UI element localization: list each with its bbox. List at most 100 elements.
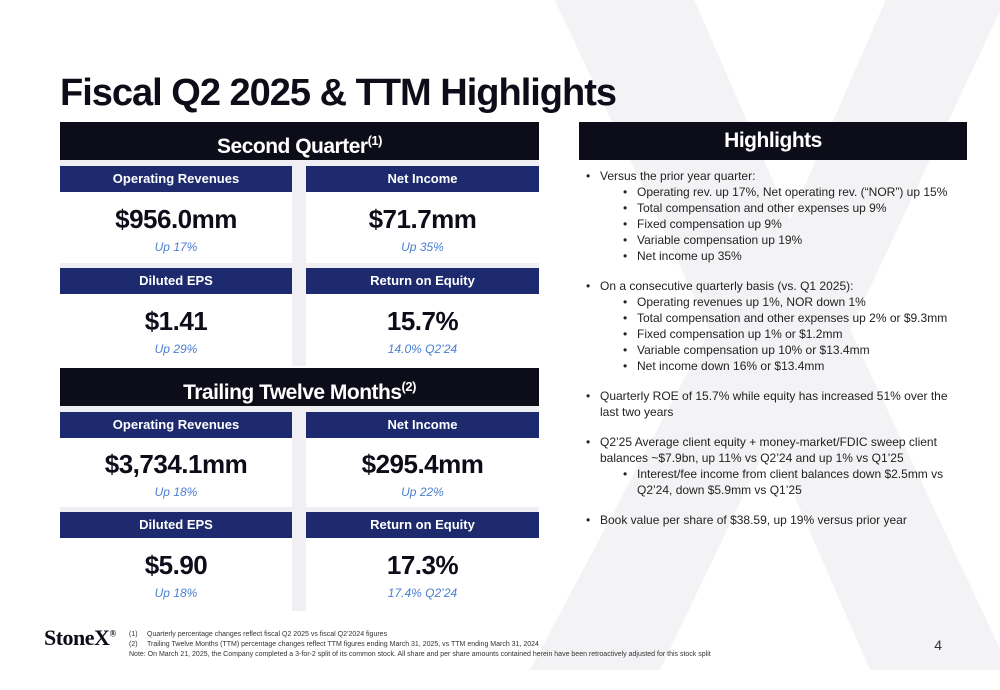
card-label: Net Income (306, 166, 539, 192)
footnote-1: (1) Quarterly percentage changes reflect … (129, 631, 388, 638)
highlight-subitem-text: Total compensation and other expenses up… (637, 311, 948, 325)
logo-text: StoneX (44, 625, 110, 650)
highlight-text: Q2’25 Average client equity + money-mark… (600, 435, 937, 465)
footnote-2: (2) Trailing Twelve Months (TTM) percenta… (129, 641, 539, 648)
highlight-item: • Versus the prior year quarter: (586, 168, 966, 184)
card-change: Up 18% (154, 485, 198, 499)
highlight-text: Book value per share of $38.59, up 19% v… (600, 513, 907, 527)
bullet-icon: • (623, 233, 628, 247)
card-value: $5.90 (144, 550, 208, 580)
bullet-icon: • (586, 513, 591, 527)
bullet-icon: • (623, 217, 628, 231)
card-change: Up 29% (154, 342, 198, 356)
second-quarter-title: Second Quarter (217, 135, 368, 158)
card-value: $1.41 (144, 306, 208, 336)
card-value: $956.0mm (115, 204, 237, 234)
card-change: 14.0% Q2’24 (387, 342, 458, 356)
second-quarter-panel: Operating Revenues $956.0mm Up 17% Net I… (60, 160, 539, 366)
card-label: Operating Revenues (60, 412, 292, 438)
footnote-ref-2: (2) (401, 379, 417, 394)
card-label: Return on Equity (306, 268, 539, 294)
bullet-icon: • (623, 249, 628, 263)
highlight-subitem-text: Operating revenues up 1%, NOR down 1% (637, 295, 866, 309)
ttm-diluted-eps-card: Diluted EPS $5.90 Up 18% (60, 512, 292, 611)
second-quarter-header: Second Quarter(1) (60, 122, 539, 160)
card-label: Net Income (306, 412, 539, 438)
highlight-subitem: • Operating revenues up 1%, NOR down 1% (586, 294, 966, 310)
card-change: Up 17% (154, 240, 198, 254)
highlight-spacer (586, 420, 966, 434)
bullet-icon: • (623, 343, 628, 357)
highlight-subitem-text: Net income down 16% or $13.4mm (637, 359, 825, 373)
highlight-subitem-text: Net income up 35% (637, 249, 742, 263)
highlight-text: On a consecutive quarterly basis (vs. Q1… (600, 279, 854, 293)
card-label: Operating Revenues (60, 166, 292, 192)
card-value: 17.3% (386, 550, 459, 580)
bullet-icon: • (623, 295, 628, 309)
card-value: $71.7mm (368, 204, 477, 234)
card-label: Diluted EPS (60, 512, 292, 538)
ttm-net-income-card: Net Income $295.4mm Up 22% (306, 412, 539, 507)
card-change: Up 22% (401, 485, 444, 499)
bullet-icon: • (623, 185, 628, 199)
highlight-item: • Quarterly ROE of 15.7% while equity has… (586, 388, 966, 420)
highlight-item: • On a consecutive quarterly basis (vs. Q… (586, 278, 966, 294)
card-label: Return on Equity (306, 512, 539, 538)
highlight-subitem: • Fixed compensation up 9% (586, 216, 966, 232)
card-value: $3,734.1mm (104, 449, 248, 479)
ttm-return-on-equity-card: Return on Equity 17.3% 17.4% Q2’24 (306, 512, 539, 611)
highlight-subitem-text: Interest/fee income from client balances… (637, 467, 944, 497)
sq-return-on-equity-card: Return on Equity 15.7% 14.0% Q2’24 (306, 268, 539, 366)
bullet-icon: • (586, 169, 591, 183)
highlight-spacer (586, 498, 966, 512)
ttm-title: Trailing Twelve Months (183, 381, 402, 404)
highlight-text: Quarterly ROE of 15.7% while equity has … (600, 389, 948, 419)
stock-split-note: Note: On March 21, 2025, the Company com… (129, 651, 711, 658)
stonex-logo: StoneX® (44, 625, 116, 651)
bullet-icon: • (586, 435, 591, 449)
highlight-subitem: • Interest/fee income from client balance… (586, 466, 966, 498)
ttm-operating-revenues-card: Operating Revenues $3,734.1mm Up 18% (60, 412, 292, 507)
card-change: Up 35% (401, 240, 444, 254)
sq-diluted-eps-card: Diluted EPS $1.41 Up 29% (60, 268, 292, 366)
highlight-subitem-text: Variable compensation up 10% or $13.4mm (637, 343, 870, 357)
page-title: Fiscal Q2 2025 & TTM Highlights (60, 72, 617, 114)
bullet-icon: • (623, 359, 628, 373)
highlight-subitem-text: Variable compensation up 19% (637, 233, 803, 247)
footnote-ref-1: (1) (367, 133, 383, 148)
card-change: 17.4% Q2’24 (387, 586, 458, 600)
highlight-subitem: • Operating rev. up 17%, Net operating re… (586, 184, 966, 200)
card-value: 15.7% (386, 306, 459, 336)
highlight-subitem-text: Fixed compensation up 9% (637, 217, 782, 231)
highlight-item: • Q2’25 Average client equity + money-mar… (586, 434, 966, 466)
highlight-subitem-text: Fixed compensation up 1% or $1.2mm (637, 327, 843, 341)
highlight-subitem: • Variable compensation up 10% or $13.4mm (586, 342, 966, 358)
bullet-icon: • (586, 389, 591, 403)
highlight-subitem: • Variable compensation up 19% (586, 232, 966, 248)
highlight-item: • Book value per share of $38.59, up 19% … (586, 512, 966, 528)
highlights-header: Highlights (579, 122, 967, 160)
logo-registered-mark: ® (109, 628, 116, 639)
highlight-spacer (586, 264, 966, 278)
bullet-icon: • (586, 279, 591, 293)
ttm-header: Trailing Twelve Months(2) (60, 368, 539, 406)
page-number: 4 (934, 637, 942, 653)
bullet-icon: • (623, 311, 628, 325)
highlight-subitem: • Total compensation and other expenses u… (586, 310, 966, 326)
highlight-subitem: • Total compensation and other expenses u… (586, 200, 966, 216)
bullet-icon: • (623, 201, 628, 215)
highlight-subitem: • Fixed compensation up 1% or $1.2mm (586, 326, 966, 342)
ttm-panel: Operating Revenues $3,734.1mm Up 18% Net… (60, 406, 539, 611)
card-value: $295.4mm (361, 449, 484, 479)
highlights-list: • Versus the prior year quarter: • Operatin… (586, 168, 966, 528)
card-change: Up 18% (154, 586, 198, 600)
highlight-subitem: • Net income up 35% (586, 248, 966, 264)
bullet-icon: • (623, 327, 628, 341)
footnotes: (1) Quarterly percentage changes reflect … (129, 630, 849, 660)
bullet-icon: • (623, 467, 628, 481)
highlight-subitem-text: Operating rev. up 17%, Net operating rev… (637, 185, 948, 199)
sq-net-income-card: Net Income $71.7mm Up 35% (306, 166, 539, 263)
highlight-text: Versus the prior year quarter: (600, 169, 756, 183)
highlight-subitem: • Net income down 16% or $13.4mm (586, 358, 966, 374)
card-label: Diluted EPS (60, 268, 292, 294)
